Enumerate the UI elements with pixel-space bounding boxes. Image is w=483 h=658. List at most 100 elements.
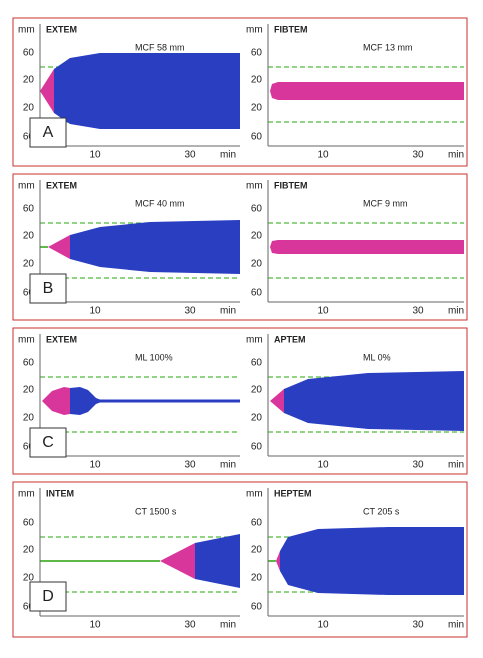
y-tick-label: 60 [251, 48, 263, 59]
panel-label: A [43, 124, 54, 141]
trace [284, 371, 464, 431]
trace [70, 387, 240, 415]
y-tick-label: 20 [23, 75, 35, 86]
trace [280, 527, 464, 595]
trace [160, 543, 195, 579]
y-tick-label: 20 [23, 385, 35, 396]
panel-label-box [29, 427, 67, 458]
x-tick-label: 30 [412, 150, 424, 161]
x-tick-label: 10 [89, 306, 101, 317]
x-tick-label: min [220, 460, 236, 471]
y-tick-label: 60 [251, 358, 263, 369]
test-name: FIBTEM [274, 180, 308, 190]
trace [40, 69, 54, 113]
plot [40, 534, 240, 593]
y-tick-label: 60 [23, 518, 35, 529]
test-result: CT 205 s [363, 506, 400, 516]
y-tick-label: 20 [251, 259, 263, 270]
plot [268, 527, 464, 595]
unit-label: mm [246, 489, 263, 500]
plot [40, 220, 240, 279]
test-name: INTEM [46, 488, 74, 498]
panel-label: B [43, 280, 54, 297]
x-tick-label: 30 [412, 620, 424, 631]
trace [70, 220, 240, 274]
y-tick-label: 60 [251, 442, 263, 453]
unit-label: mm [246, 25, 263, 36]
x-tick-label: 30 [184, 460, 196, 471]
x-tick-label: 10 [89, 620, 101, 631]
x-tick-label: 10 [317, 306, 329, 317]
y-tick-label: 60 [251, 288, 263, 299]
unit-label: mm [18, 489, 35, 500]
y-tick-label: 20 [23, 103, 35, 114]
trace [270, 82, 464, 100]
test-result: ML 100% [135, 352, 173, 362]
test-name: FIBTEM [274, 24, 308, 34]
y-tick-label: 60 [251, 132, 263, 143]
x-tick-label: 10 [317, 460, 329, 471]
test-result: MCF 40 mm [135, 198, 185, 208]
unit-label: mm [246, 181, 263, 192]
x-tick-label: 30 [412, 460, 424, 471]
test-result: MCF 9 mm [363, 198, 408, 208]
x-tick-label: min [448, 460, 464, 471]
x-tick-label: 30 [412, 306, 424, 317]
trace [195, 534, 240, 588]
unit-label: mm [18, 25, 35, 36]
y-tick-label: 20 [251, 103, 263, 114]
unit-label: mm [18, 181, 35, 192]
test-name: EXTEM [46, 334, 77, 344]
panel-label-box [29, 581, 67, 612]
y-tick-label: 20 [251, 413, 263, 424]
y-tick-label: 60 [251, 602, 263, 613]
x-tick-label: 30 [184, 306, 196, 317]
x-tick-label: min [448, 150, 464, 161]
test-name: HEPTEM [274, 488, 312, 498]
y-tick-label: 20 [23, 545, 35, 556]
panel-label: D [42, 588, 54, 605]
unit-label: mm [18, 335, 35, 346]
y-tick-label: 20 [251, 545, 263, 556]
x-tick-label: min [448, 306, 464, 317]
x-tick-label: 10 [317, 620, 329, 631]
plot [268, 66, 464, 123]
y-tick-label: 60 [23, 48, 35, 59]
x-tick-label: min [448, 620, 464, 631]
panel-label: C [42, 434, 54, 451]
y-tick-label: 20 [23, 573, 35, 584]
trace [270, 389, 284, 413]
trace [48, 235, 70, 259]
y-tick-label: 60 [23, 358, 35, 369]
x-tick-label: min [220, 150, 236, 161]
panel-label-box [29, 117, 67, 148]
y-tick-label: 60 [23, 288, 35, 299]
plot [268, 371, 464, 433]
trace [54, 53, 240, 129]
y-tick-label: 20 [251, 75, 263, 86]
y-tick-label: 20 [23, 413, 35, 424]
y-tick-label: 60 [23, 132, 35, 143]
y-tick-label: 60 [23, 442, 35, 453]
trace [276, 551, 280, 571]
unit-label: mm [246, 335, 263, 346]
x-tick-label: 10 [89, 460, 101, 471]
test-result: ML 0% [363, 352, 391, 362]
x-tick-label: min [220, 306, 236, 317]
test-name: EXTEM [46, 180, 77, 190]
test-result: CT 1500 s [135, 506, 177, 516]
x-tick-label: min [220, 620, 236, 631]
test-result: MCF 13 mm [363, 42, 413, 52]
y-tick-label: 20 [251, 573, 263, 584]
panel-label-box [29, 273, 67, 304]
x-tick-label: 30 [184, 150, 196, 161]
x-tick-label: 10 [89, 150, 101, 161]
plot [40, 376, 240, 433]
trace [270, 240, 464, 254]
test-result: MCF 58 mm [135, 42, 185, 52]
x-tick-label: 10 [317, 150, 329, 161]
y-tick-label: 60 [251, 518, 263, 529]
test-name: APTEM [274, 334, 306, 344]
plot [268, 222, 464, 279]
